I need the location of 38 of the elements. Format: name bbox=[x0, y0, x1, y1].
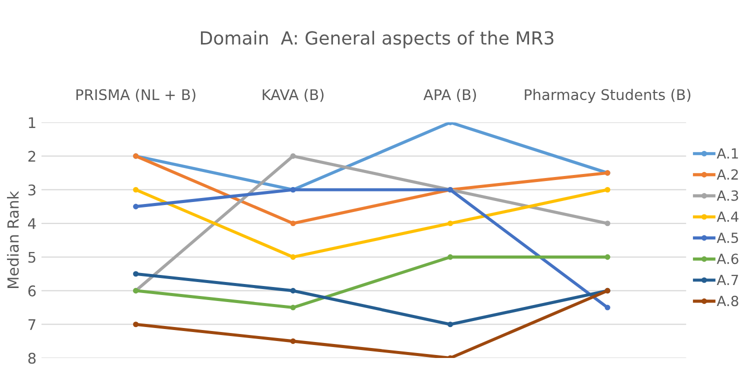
legend-label: A.4 bbox=[716, 212, 738, 222]
point bbox=[290, 288, 296, 294]
point bbox=[604, 220, 610, 226]
y-tick-label: 8 bbox=[28, 352, 36, 364]
chart-title: Domain A: General aspects of the MR3 bbox=[200, 30, 554, 48]
y-tick-label: 1 bbox=[28, 117, 36, 128]
x-tick-label: Pharmacy Students (B) bbox=[524, 88, 690, 103]
point bbox=[604, 304, 610, 310]
legend-label: A.8 bbox=[716, 296, 738, 306]
legend-label: A.6 bbox=[716, 254, 738, 264]
x-tick-label: KAVA (B) bbox=[262, 88, 324, 102]
y-tick-label: 7 bbox=[28, 319, 36, 330]
point bbox=[448, 220, 454, 226]
point bbox=[290, 220, 296, 226]
x-tick-label: PRISMA (NL + B) bbox=[76, 88, 196, 102]
legend-label: A.3 bbox=[716, 190, 738, 201]
y-tick-label: 5 bbox=[28, 252, 36, 263]
y-tick-label: 6 bbox=[28, 285, 36, 296]
point bbox=[604, 254, 610, 260]
y-tick-label: 3 bbox=[28, 184, 36, 196]
point bbox=[133, 271, 139, 277]
point bbox=[133, 322, 139, 328]
y-tick-label: 2 bbox=[28, 150, 36, 162]
point bbox=[604, 186, 610, 193]
y-axis-title: Median Rank bbox=[6, 190, 19, 288]
legend-label: A.7 bbox=[716, 274, 738, 285]
x-tick-label: APA (B) bbox=[423, 88, 476, 102]
point bbox=[133, 186, 139, 193]
point bbox=[133, 204, 139, 210]
point bbox=[290, 254, 296, 260]
point bbox=[290, 153, 296, 159]
point bbox=[290, 338, 296, 344]
point bbox=[448, 322, 454, 328]
legend-label: A.1 bbox=[716, 148, 738, 158]
legend-label: A.2 bbox=[716, 169, 738, 180]
point bbox=[290, 304, 296, 310]
y-tick-label: 4 bbox=[28, 218, 36, 229]
legend-label: A.5 bbox=[716, 232, 738, 244]
